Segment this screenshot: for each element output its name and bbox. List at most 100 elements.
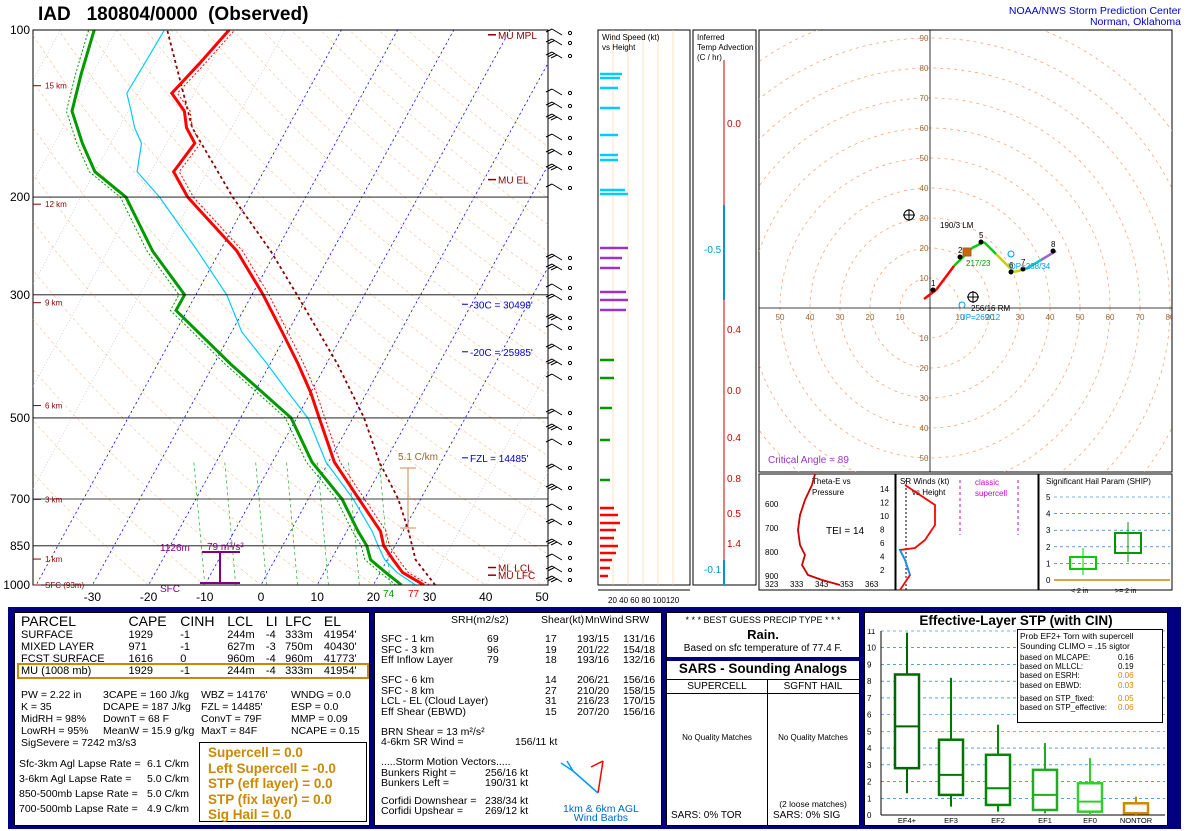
wind-barb-dot: [567, 115, 573, 121]
wind-speed-panel: Wind Speed (kt)vs Height 20 40 60 80 1001…: [597, 29, 691, 605]
thermo-param: DownT = 68 F: [103, 713, 170, 725]
height-label: 6 km: [45, 402, 63, 411]
wind-barb-staff: [551, 463, 563, 471]
theta-p-tick: 700: [765, 524, 779, 533]
kinematic-col-header: SRH(m2/s2): [451, 614, 509, 626]
wind-barb-dot: [567, 375, 573, 381]
lapse-rate-label: 3-6km Agl Lapse Rate =: [19, 773, 132, 785]
mixing-ratio-line: [378, 461, 391, 585]
stp-prob-value: 0.19: [1118, 662, 1134, 672]
wind-barb: [545, 51, 573, 59]
wind-barb-flag: [548, 265, 555, 269]
kinematic-panel: SRH(m2/s2) Shear(kt) MnWind SRW SFC - 1 km 6…: [374, 612, 662, 826]
wind-barb-dot: [567, 255, 573, 261]
wind-barb-dot: [567, 577, 573, 583]
corfidi-down-value: 238/34 kt: [485, 795, 529, 807]
corfidi-up-label: Corfidi Upshear =: [381, 805, 463, 817]
wind-barb: [545, 283, 573, 291]
stp-y-tick: 1: [867, 794, 872, 803]
sars-loose: (2 loose matches): [779, 799, 847, 809]
hodo-tick-down: 30: [920, 394, 929, 403]
cinh-col-header: CINH: [180, 613, 215, 629]
wind-barb-flag: [545, 565, 553, 570]
parcel-cell: -1: [180, 665, 191, 677]
wind-barb: [545, 575, 573, 583]
wind-barb-staff: [551, 283, 563, 291]
kinematic-row: SFC - 3 km 96 19 201/22 154/18: [381, 644, 661, 656]
wind-barb-dot: [567, 540, 573, 546]
theta-p-tick: 600: [765, 500, 779, 509]
wind-barb: [545, 538, 573, 546]
precip-sars-panel: * * * BEST GUESS PRECIP TYPE * * * Rain.…: [666, 612, 860, 826]
srwind-h-tick: 4: [880, 553, 885, 562]
thermo-param: MaxT = 84F: [201, 725, 258, 737]
barbs-label-2: Wind Barbs: [573, 812, 629, 824]
parcel-cell: 41954': [323, 665, 357, 677]
wind-barb-dot: [567, 325, 573, 331]
dry-adiabat-line: [203, 30, 548, 336]
wind-barb-flag: [545, 358, 553, 363]
wind-barb: [545, 343, 573, 351]
stp-panel: Effective-Layer STP (with CIN) 11 10 9 8 7 6 5…: [864, 612, 1168, 826]
height-label: 12 km: [45, 200, 67, 209]
stp-category-label: EF4+: [898, 816, 917, 825]
kinematic-row: SFC - 8 km 27 210/20 158/15: [381, 684, 661, 697]
srwind-h-tick: 6: [880, 539, 885, 548]
precip-divider: [667, 657, 859, 661]
pressure-label: 300: [10, 288, 30, 302]
ship-tick: 3: [1046, 526, 1051, 535]
wind-barb-flag: [545, 518, 553, 523]
srwind-h-tick: 10: [880, 512, 889, 521]
dry-adiabat-line: [33, 269, 374, 585]
severe-param: STP (fix layer) = 0.0: [208, 791, 332, 807]
hodo-tick-left: 50: [776, 313, 785, 322]
wind-barb: [545, 518, 573, 526]
wind-barb-flag: [548, 53, 555, 57]
stp-category-label: NONTOR: [1120, 816, 1153, 825]
wind-barb-dot: [567, 465, 573, 471]
sars-col2-header: SGFNT HAIL: [783, 681, 843, 692]
srwind-title-2: vs Height: [912, 488, 946, 497]
parcel-cell: 960m: [227, 653, 255, 665]
precip-value: Rain.: [747, 627, 779, 642]
advection-title-3: (C / hr): [697, 53, 722, 62]
kinematic-srw: 131/16: [623, 633, 656, 645]
lm-label: 190/3 LM: [940, 221, 974, 230]
temp-tick-label: 50: [535, 590, 549, 604]
wind-barb-dot: [567, 40, 573, 46]
wind-barb-staff: [551, 148, 563, 156]
kinematic-row: Eff Shear (EBWD) 15 207/20 156/16: [381, 706, 661, 718]
wind-barb-flag: [548, 165, 555, 169]
lapse-rate-value: 5.0 C/km: [147, 773, 190, 785]
up-label: UP=269/12: [960, 313, 1001, 322]
hodo-tick-right: 20: [986, 313, 995, 322]
org-line-1: NOAA/NWS Storm Prediction Center: [1008, 5, 1181, 17]
parcel-trace: [166, 30, 436, 585]
sars-nomatch-1: No Quality Matches: [682, 733, 752, 742]
kinematic-srw: 132/16: [623, 654, 656, 666]
wind-barb-flag: [545, 373, 553, 378]
stp-category-label: EF2: [991, 816, 1005, 825]
stp-y-tick: 5: [867, 727, 872, 736]
hodo-segment: [983, 241, 997, 255]
isotherm-level-label: FZL = 14485': [470, 454, 529, 465]
wind-barb-dot: [567, 135, 573, 141]
wind-barb-flag: [548, 115, 555, 119]
lapse-rate-row: 700-500mb Lapse Rate = 4.9 C/km: [19, 802, 204, 817]
srwind-frame: [895, 473, 1039, 591]
wind-barb-flag: [545, 101, 553, 106]
wind-barb-flag: [545, 113, 553, 118]
wind-barb-dot: [567, 185, 573, 191]
wind-barb-dot: [567, 345, 573, 351]
wind-barb-staff: [551, 518, 563, 526]
wind-barb-flag: [550, 541, 558, 546]
ship-panel: Significant Hail Param (SHIP) 5 4 3 2 1 0 < 2 i…: [1038, 473, 1173, 595]
kinematic-srw: 158/15: [623, 684, 656, 697]
severe-params-box: Supercell = 0.0 Left Supercell = -0.0 STP …: [199, 742, 367, 822]
hodo-tick-down: 40: [920, 424, 929, 433]
ship-tick: 0: [1046, 576, 1051, 585]
stp-y-tick: 11: [867, 629, 876, 636]
stp-prob-label: based on MLLCL:: [1020, 662, 1084, 672]
sars-header-line: [667, 693, 859, 694]
